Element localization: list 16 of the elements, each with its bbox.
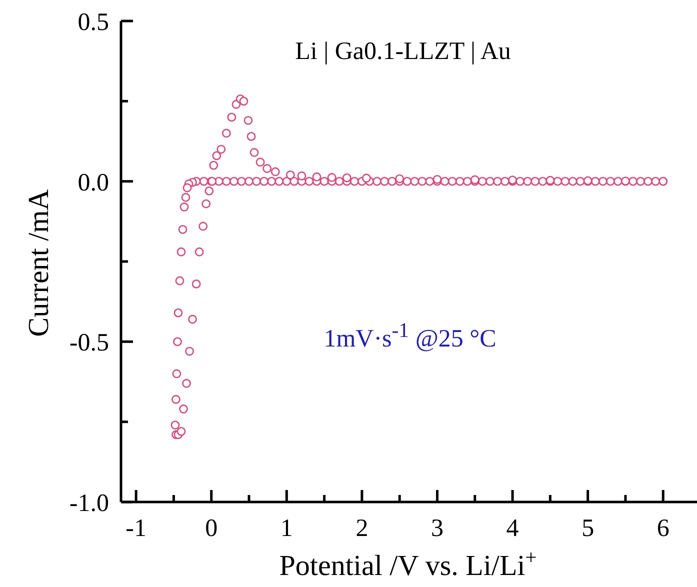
y-tick-label: 0.0 (78, 169, 109, 196)
x-tick-label: 2 (356, 515, 368, 542)
x-tick-label: -1 (126, 515, 146, 542)
x-tick-label: 6 (656, 515, 670, 542)
y-tick-label: 0.5 (78, 9, 109, 36)
x-tick-label: 1 (280, 515, 293, 542)
x-tick-label: 3 (430, 515, 444, 542)
y-tick-label: -1.0 (69, 490, 109, 517)
x-tick-label: 5 (582, 515, 594, 542)
y-axis-title: Current /mA (23, 189, 55, 337)
x-tick-label: 0 (205, 515, 218, 542)
x-tick-label: 4 (506, 515, 520, 542)
x-axis-title: Potential /V vs. Li/Li$^{+}$ (279, 547, 537, 582)
annotation: 1mV·s$^{-1}$ @25 °C (324, 318, 496, 354)
y-tick-label: -0.5 (69, 330, 109, 357)
annotation: Li | Ga0.1-LLZT | Au (295, 38, 511, 66)
